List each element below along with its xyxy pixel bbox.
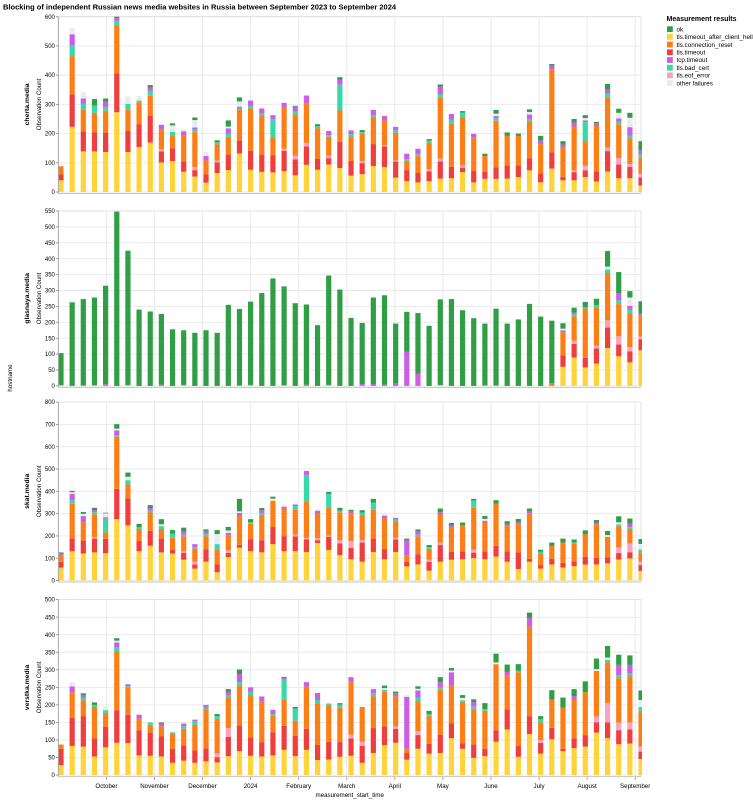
svg-text:Observation Count: Observation Count bbox=[36, 78, 43, 130]
svg-text:400: 400 bbox=[45, 257, 56, 263]
svg-text:Observation Count: Observation Count bbox=[36, 272, 43, 324]
svg-text:July: July bbox=[534, 783, 546, 790]
svg-text:250: 250 bbox=[45, 305, 56, 311]
svg-text:50: 50 bbox=[48, 756, 55, 762]
svg-text:400: 400 bbox=[45, 633, 56, 639]
svg-text:150: 150 bbox=[45, 721, 56, 727]
svg-text:50: 50 bbox=[48, 368, 55, 374]
svg-text:450: 450 bbox=[45, 241, 56, 247]
svg-text:500: 500 bbox=[45, 225, 56, 231]
svg-text:Observation Count: Observation Count bbox=[36, 661, 43, 713]
svg-text:250: 250 bbox=[45, 685, 56, 691]
svg-text:200: 200 bbox=[45, 534, 56, 540]
svg-text:February: February bbox=[286, 783, 312, 790]
svg-text:tls.connection_reset: tls.connection_reset bbox=[677, 42, 733, 49]
svg-text:tls.timeout_after_client_hello: tls.timeout_after_client_hello bbox=[677, 34, 753, 41]
svg-text:Measurement results: Measurement results bbox=[667, 16, 737, 23]
svg-text:500: 500 bbox=[45, 467, 56, 473]
svg-text:500: 500 bbox=[45, 44, 56, 50]
svg-text:October: October bbox=[95, 783, 117, 790]
svg-text:200: 200 bbox=[45, 132, 56, 138]
svg-text:hostname: hostname bbox=[7, 364, 14, 392]
svg-text:verstka.media: verstka.media bbox=[24, 665, 31, 711]
svg-text:November: November bbox=[140, 783, 169, 790]
svg-text:300: 300 bbox=[45, 668, 56, 674]
svg-text:Observation Count: Observation Count bbox=[36, 465, 43, 517]
svg-text:other failures: other failures bbox=[677, 80, 713, 87]
svg-text:350: 350 bbox=[45, 650, 56, 656]
svg-text:August: August bbox=[577, 783, 597, 790]
svg-text:glasnaya.media: glasnaya.media bbox=[24, 273, 31, 324]
svg-text:150: 150 bbox=[45, 336, 56, 342]
svg-text:March: March bbox=[338, 783, 356, 790]
svg-text:2024: 2024 bbox=[244, 783, 258, 790]
svg-text:June: June bbox=[484, 783, 498, 790]
svg-text:September: September bbox=[620, 783, 650, 790]
svg-text:tls.timeout: tls.timeout bbox=[677, 50, 706, 57]
svg-text:400: 400 bbox=[45, 73, 56, 79]
svg-text:tls.eof_error: tls.eof_error bbox=[677, 73, 711, 80]
svg-text:tcp.timeout: tcp.timeout bbox=[677, 57, 708, 64]
svg-text:200: 200 bbox=[45, 703, 56, 709]
svg-text:600: 600 bbox=[45, 15, 56, 21]
svg-text:100: 100 bbox=[45, 556, 56, 562]
svg-text:May: May bbox=[437, 783, 450, 790]
svg-text:350: 350 bbox=[45, 273, 56, 279]
svg-text:550: 550 bbox=[45, 209, 56, 215]
svg-text:December: December bbox=[188, 783, 217, 790]
svg-text:100: 100 bbox=[45, 738, 56, 744]
svg-text:April: April bbox=[389, 783, 401, 790]
svg-text:ok: ok bbox=[677, 26, 685, 33]
svg-text:700: 700 bbox=[45, 423, 56, 429]
svg-text:800: 800 bbox=[45, 400, 56, 406]
svg-text:300: 300 bbox=[45, 289, 56, 295]
svg-text:200: 200 bbox=[45, 320, 56, 326]
svg-text:600: 600 bbox=[45, 445, 56, 451]
svg-text:500: 500 bbox=[45, 598, 56, 604]
svg-text:450: 450 bbox=[45, 615, 56, 621]
svg-text:tls.bad_cert: tls.bad_cert bbox=[677, 65, 710, 72]
svg-text:300: 300 bbox=[45, 102, 56, 108]
svg-text:300: 300 bbox=[45, 512, 56, 518]
svg-text:100: 100 bbox=[45, 161, 56, 167]
svg-text:100: 100 bbox=[45, 352, 56, 358]
svg-text:Blocking of independent Russia: Blocking of independent Russian news med… bbox=[3, 3, 397, 12]
svg-text:cherta.media: cherta.media bbox=[24, 83, 31, 125]
svg-text:measurement_start_time: measurement_start_time bbox=[315, 792, 384, 799]
svg-text:400: 400 bbox=[45, 489, 56, 495]
svg-text:skat.media: skat.media bbox=[24, 474, 31, 509]
